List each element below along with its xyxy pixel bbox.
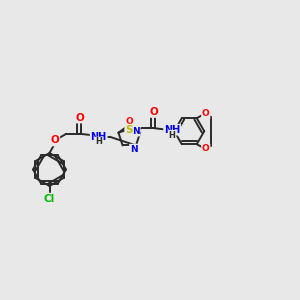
Text: S: S: [125, 125, 133, 135]
Text: N: N: [130, 145, 137, 154]
Text: O: O: [202, 109, 210, 118]
Text: Cl: Cl: [44, 194, 55, 204]
Text: H: H: [169, 130, 176, 140]
Text: O: O: [75, 112, 84, 123]
Text: NH: NH: [164, 125, 180, 135]
Text: NH: NH: [91, 132, 107, 142]
Text: H: H: [95, 137, 102, 146]
Text: O: O: [50, 135, 59, 146]
Text: O: O: [202, 144, 210, 153]
Text: O: O: [125, 117, 133, 126]
Text: O: O: [150, 107, 158, 117]
Text: N: N: [132, 127, 140, 136]
